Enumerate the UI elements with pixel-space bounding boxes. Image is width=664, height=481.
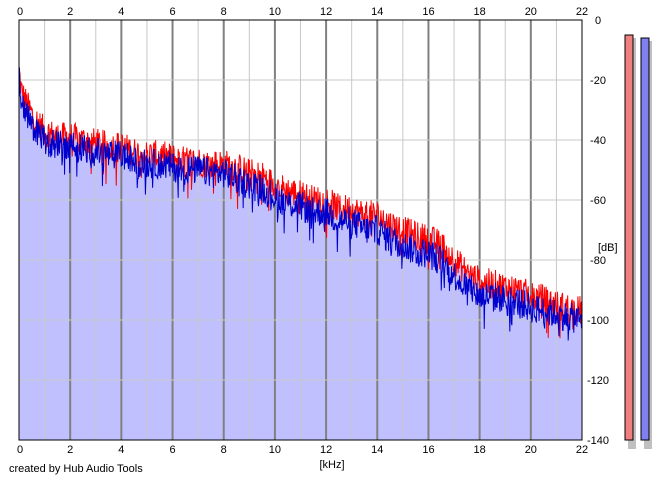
credit-text: created by Hub Audio Tools xyxy=(9,463,143,475)
x-tick-label-top: 20 xyxy=(525,6,537,18)
y-tick-label: -120 xyxy=(587,375,609,387)
x-tick-label-top: 0 xyxy=(17,6,23,18)
x-tick-label-top: 4 xyxy=(118,6,124,18)
x-tick-label-bottom: 8 xyxy=(221,444,227,456)
y-tick-label: -60 xyxy=(590,195,606,207)
x-tick-label-bottom: 2 xyxy=(67,444,73,456)
x-tick-label-bottom: 16 xyxy=(422,444,434,456)
y-tick-label: 0 xyxy=(595,15,601,27)
y-tick-label: -20 xyxy=(590,75,606,87)
x-tick-label-bottom: 0 xyxy=(17,444,23,456)
grid-lines xyxy=(19,20,582,440)
y-tick-label: -80 xyxy=(590,255,606,267)
x-tick-label-bottom: 18 xyxy=(474,444,486,456)
level-meter-bar xyxy=(640,37,650,441)
y-axis-label: [dB] xyxy=(598,242,618,254)
x-tick-label-bottom: 10 xyxy=(269,444,281,456)
level-meter-bar xyxy=(624,34,634,441)
x-tick-label-bottom: 22 xyxy=(576,444,588,456)
series-red-line xyxy=(18,66,583,339)
y-tick-label: -100 xyxy=(587,315,609,327)
x-tick-label-bottom: 6 xyxy=(169,444,175,456)
x-tick-labels-bottom: 0 2 4 6 8 10 12 14 16 18 20 22 xyxy=(17,444,588,456)
x-tick-label-top: 6 xyxy=(169,6,175,18)
plot-frame xyxy=(18,19,583,441)
y-tick-label: -40 xyxy=(590,135,606,147)
x-tick-label-top: 18 xyxy=(474,6,486,18)
y-tick-label: -140 xyxy=(587,435,609,447)
x-tick-label-top: 12 xyxy=(320,6,332,18)
x-tick-label-top: 2 xyxy=(67,6,73,18)
x-tick-label-top: 16 xyxy=(422,6,434,18)
x-axis-label: [kHz] xyxy=(319,459,344,471)
x-tick-label-bottom: 12 xyxy=(320,444,332,456)
x-tick-label-bottom: 4 xyxy=(118,444,124,456)
x-tick-label-top: 10 xyxy=(269,6,281,18)
x-tick-label-top: 8 xyxy=(221,6,227,18)
level-meters xyxy=(624,34,652,449)
x-tick-label-bottom: 20 xyxy=(525,444,537,456)
x-tick-label-top: 22 xyxy=(576,6,588,18)
x-tick-labels-top: 0 2 4 6 8 10 12 14 16 18 20 22 xyxy=(17,6,588,18)
series-blue-line xyxy=(18,67,583,341)
x-tick-label-top: 14 xyxy=(371,6,383,18)
y-tick-labels: 0 -20 -40 -60 -80 -100 -120 -140 xyxy=(587,15,609,447)
x-tick-label-bottom: 14 xyxy=(371,444,383,456)
